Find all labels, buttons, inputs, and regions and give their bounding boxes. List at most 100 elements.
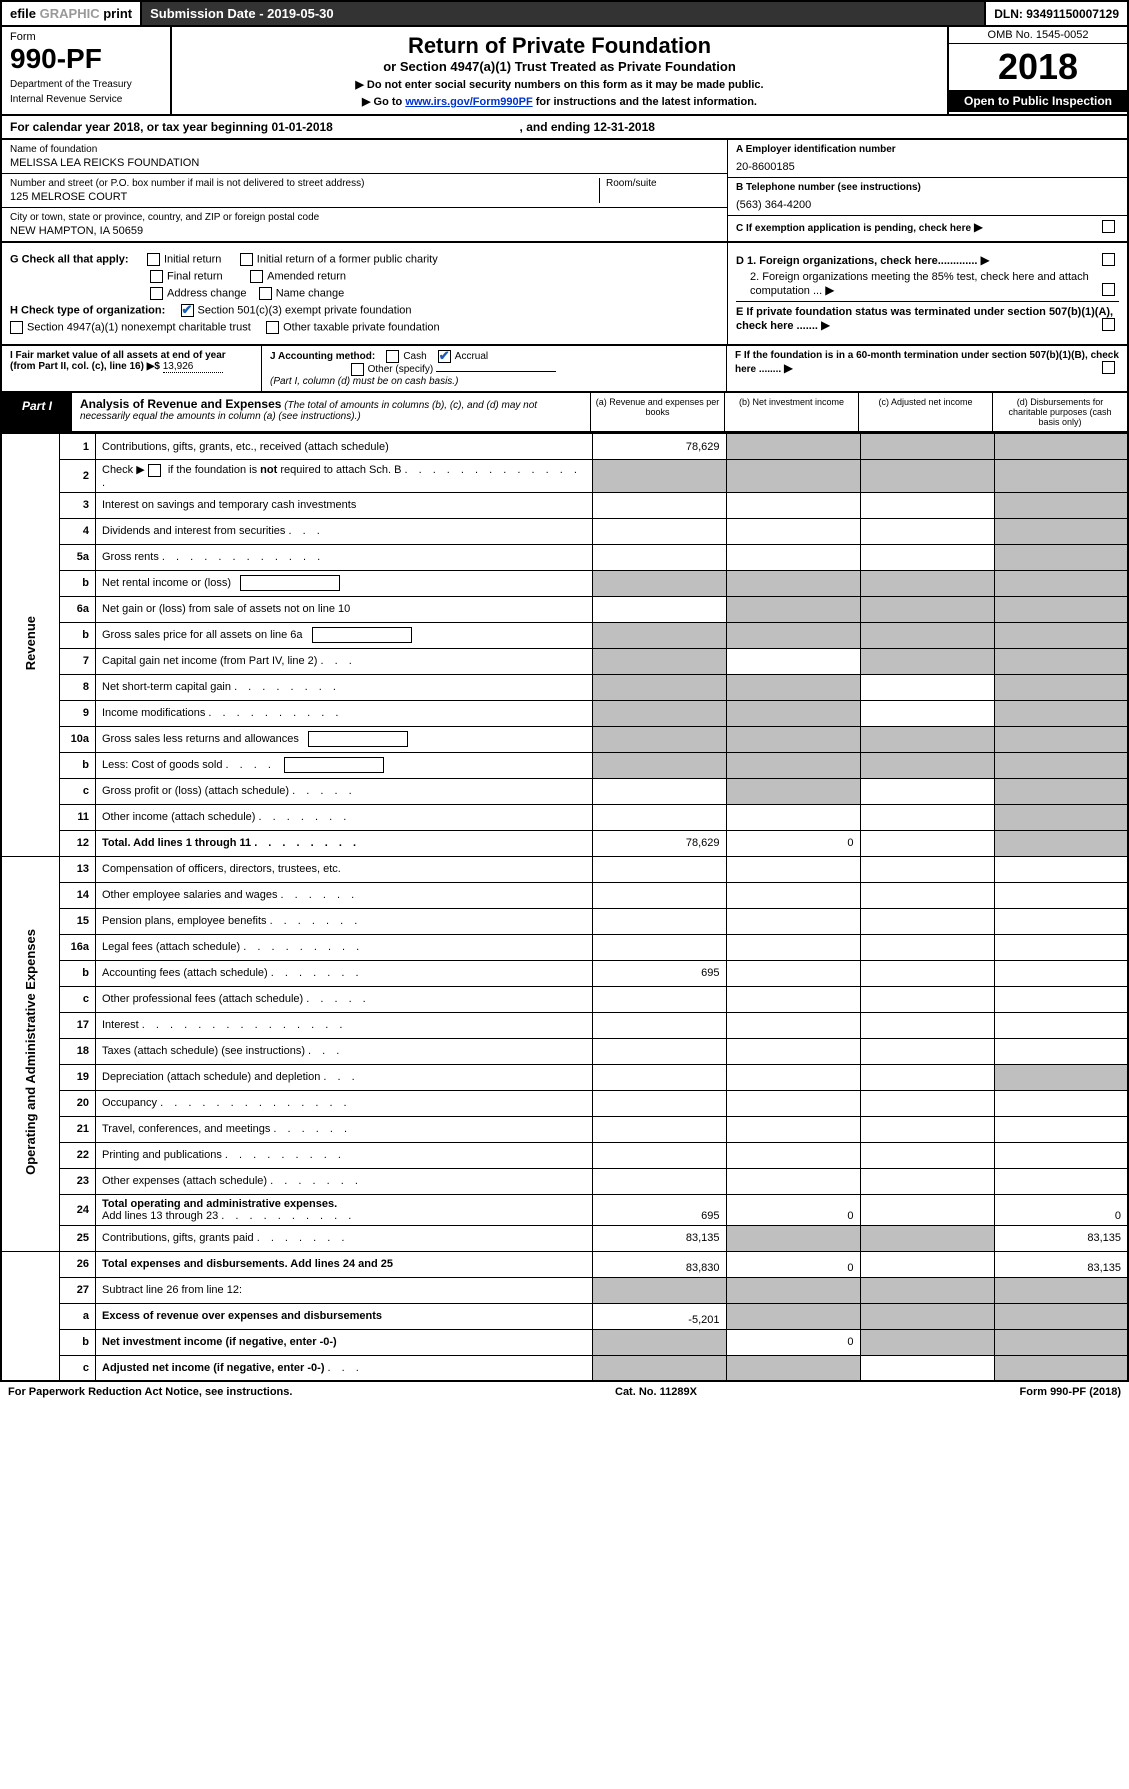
- desc: Gross profit or (loss) (attach schedule)…: [96, 778, 593, 804]
- amt-d: 0: [994, 1194, 1128, 1225]
- amt-d: [994, 804, 1128, 830]
- desc: Other income (attach schedule) . . . . .…: [96, 804, 593, 830]
- phone-row: B Telephone number (see instructions) (5…: [728, 178, 1127, 216]
- amt-c: [860, 596, 994, 622]
- amt-c: [860, 804, 994, 830]
- amt-c: [860, 434, 994, 460]
- d1-label: D 1. Foreign organizations, check here..…: [736, 255, 977, 267]
- arrow-icon: ▶: [784, 361, 793, 375]
- desc: Other expenses (attach schedule) . . . .…: [96, 1168, 593, 1194]
- cb-sch-b[interactable]: [148, 464, 161, 477]
- cb-initial-former[interactable]: [240, 253, 253, 266]
- amt-b: [726, 434, 860, 460]
- amt-c: [860, 1225, 994, 1251]
- amt-d: [994, 934, 1128, 960]
- amt-c: [860, 1329, 994, 1355]
- instr2-link[interactable]: www.irs.gov/Form990PF: [405, 96, 532, 108]
- cal-prefix: For calendar year 2018, or tax year begi…: [10, 120, 271, 134]
- amt-c: [860, 1142, 994, 1168]
- amt-c: [860, 1038, 994, 1064]
- lbl-other-taxable: Other taxable private foundation: [283, 321, 440, 333]
- fmv-note: (Part I, column (d) must be on cash basi…: [270, 376, 458, 387]
- table-row: 8Net short-term capital gain . . . . . .…: [1, 674, 1128, 700]
- mid-left: G Check all that apply: Initial return I…: [2, 243, 727, 344]
- cal-end: 12-31-2018: [594, 120, 655, 134]
- cb-d2[interactable]: [1102, 283, 1115, 296]
- cal-begin: 01-01-2018: [271, 120, 332, 134]
- ln: 1: [60, 434, 96, 460]
- g-label: G Check all that apply:: [10, 253, 129, 265]
- amt-b: 0: [726, 1194, 860, 1225]
- amt-b: [726, 778, 860, 804]
- ln: 16a: [60, 934, 96, 960]
- cb-501c3[interactable]: [181, 304, 194, 317]
- table-row: 27Subtract line 26 from line 12:: [1, 1277, 1128, 1303]
- ln: 10a: [60, 726, 96, 752]
- cb-name-change[interactable]: [259, 287, 272, 300]
- desc: Printing and publications . . . . . . . …: [96, 1142, 593, 1168]
- desc: Gross sales less returns and allowances: [96, 726, 593, 752]
- amt-d: [994, 1090, 1128, 1116]
- table-row: 11Other income (attach schedule) . . . .…: [1, 804, 1128, 830]
- ln: 25: [60, 1225, 96, 1251]
- lbl-addr-change: Address change: [167, 287, 247, 299]
- g-row: G Check all that apply: Initial return I…: [10, 253, 719, 266]
- cb-addr-change[interactable]: [150, 287, 163, 300]
- desc: Check ▶ if the foundation is not require…: [96, 460, 593, 493]
- amt-a: [592, 1329, 726, 1355]
- amt-a: [592, 460, 726, 493]
- ln: 20: [60, 1090, 96, 1116]
- lbl-amended: Amended return: [267, 270, 346, 282]
- cb-d1[interactable]: [1102, 253, 1115, 266]
- amt-c: [860, 1303, 994, 1329]
- efile-box: efile GRAPHIC print: [2, 2, 142, 25]
- lbl-accrual: Accrual: [455, 351, 488, 362]
- amt-d: [994, 882, 1128, 908]
- cb-e[interactable]: [1102, 318, 1115, 331]
- table-row: bAccounting fees (attach schedule) . . .…: [1, 960, 1128, 986]
- desc: Gross rents . . . . . . . . . . . .: [96, 544, 593, 570]
- cb-initial[interactable]: [147, 253, 160, 266]
- cb-final[interactable]: [150, 270, 163, 283]
- amt-d: [994, 518, 1128, 544]
- desc: Contributions, gifts, grants paid . . . …: [96, 1225, 593, 1251]
- c-checkbox[interactable]: [1102, 220, 1115, 233]
- cb-other[interactable]: [351, 363, 364, 376]
- foundation-name: MELISSA LEA REICKS FOUNDATION: [10, 157, 719, 169]
- table-row: 5aGross rents . . . . . . . . . . . .: [1, 544, 1128, 570]
- amt-b: [726, 752, 860, 778]
- amt-a: 695: [592, 1194, 726, 1225]
- cb-f[interactable]: [1102, 361, 1115, 374]
- desc: Accounting fees (attach schedule) . . . …: [96, 960, 593, 986]
- footer-center: Cat. No. 11289X: [615, 1386, 697, 1398]
- amt-d: [994, 622, 1128, 648]
- cb-cash[interactable]: [386, 350, 399, 363]
- amt-a: 78,629: [592, 830, 726, 856]
- calendar-row: For calendar year 2018, or tax year begi…: [0, 116, 1129, 140]
- amt-a: [592, 908, 726, 934]
- efile-print[interactable]: print: [103, 6, 132, 21]
- e-label: E If private foundation status was termi…: [736, 306, 1113, 332]
- amt-c: [860, 1251, 994, 1277]
- amt-c: [860, 752, 994, 778]
- desc: Depreciation (attach schedule) and deple…: [96, 1064, 593, 1090]
- amt-c: [860, 960, 994, 986]
- table-row: 24Total operating and administrative exp…: [1, 1194, 1128, 1225]
- amt-b: [726, 1355, 860, 1381]
- amt-b: [726, 518, 860, 544]
- d2-label: 2. Foreign organizations meeting the 85%…: [750, 271, 1089, 297]
- dln: DLN: 93491150007129: [986, 3, 1127, 25]
- amt-c: [860, 1116, 994, 1142]
- cb-accrual[interactable]: [438, 350, 451, 363]
- amt-d: [994, 778, 1128, 804]
- efile-graphic: GRAPHIC: [40, 6, 100, 21]
- amt-d: [994, 986, 1128, 1012]
- amt-a: [592, 1116, 726, 1142]
- amt-c: [860, 518, 994, 544]
- cb-other-taxable[interactable]: [266, 321, 279, 334]
- cb-amended[interactable]: [250, 270, 263, 283]
- cb-4947[interactable]: [10, 321, 23, 334]
- name-row: Name of foundation MELISSA LEA REICKS FO…: [2, 140, 727, 174]
- ln: b: [60, 1329, 96, 1355]
- lbl-name-change: Name change: [276, 287, 345, 299]
